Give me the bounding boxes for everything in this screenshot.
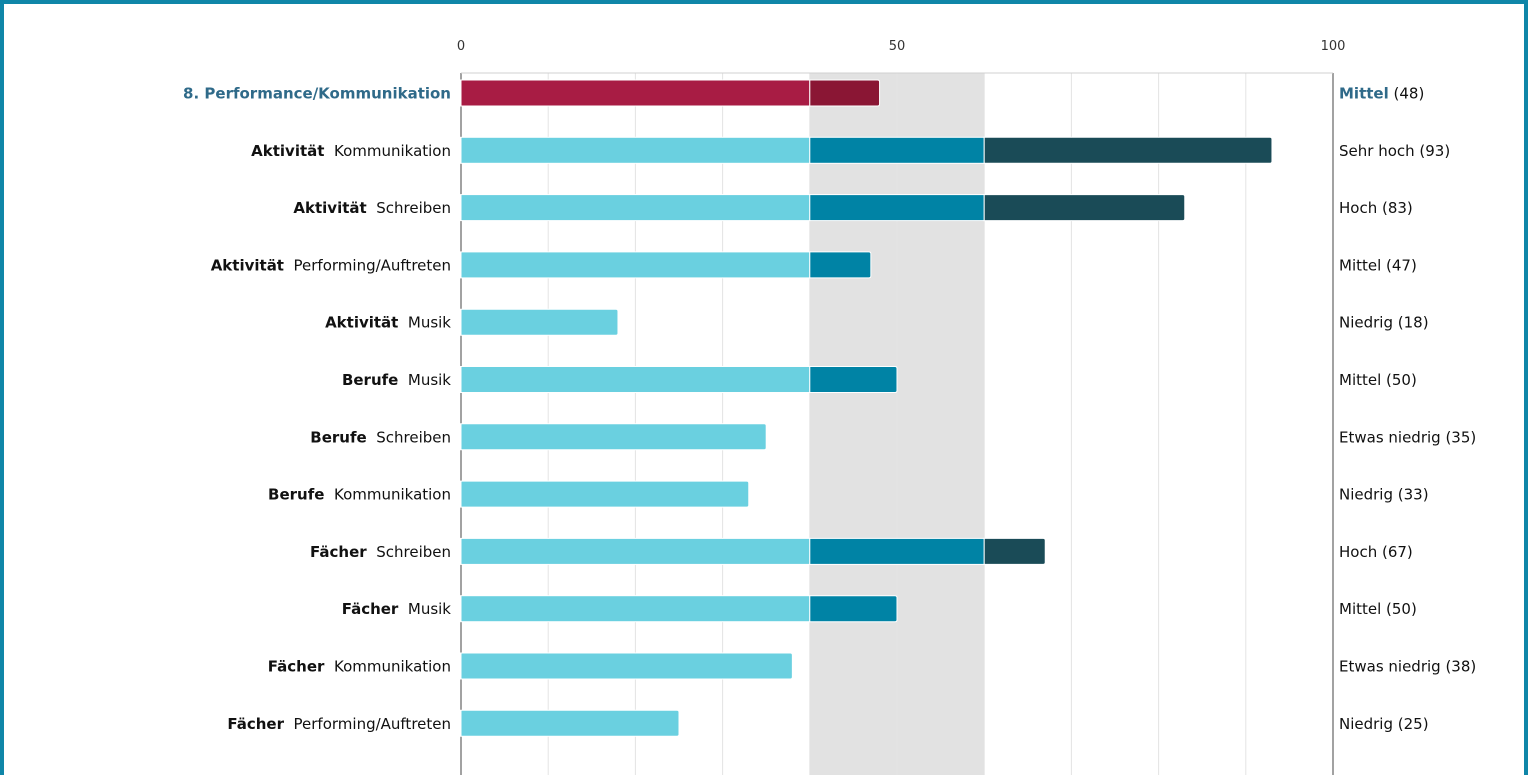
bar-segment-low: [460, 595, 811, 623]
bar-segment-mid: [809, 136, 985, 164]
bar-segment-low: [460, 251, 811, 279]
bar-segment-low: [460, 308, 619, 336]
bar-segment-mid: [809, 537, 985, 565]
section-title-label: 8. Performance/Kommunikation: [183, 85, 451, 103]
x-tick-label: 0: [457, 39, 465, 54]
row-label: Aktivität Musik: [325, 314, 451, 332]
row-label: Fächer Performing/Auftreten: [227, 715, 451, 733]
bar-segment-low: [460, 652, 793, 680]
row-label: Aktivität Performing/Auftreten: [211, 256, 451, 274]
value-label: Mittel (50): [1339, 600, 1417, 618]
bar-segment-low: [460, 194, 811, 222]
bar-segment-low: [460, 709, 680, 737]
row-label: Berufe Kommunikation: [268, 486, 451, 504]
bar-segment-mid: [809, 194, 985, 222]
bar-segment-low: [460, 136, 811, 164]
value-label: Sehr hoch (93): [1339, 142, 1450, 160]
bar-segment-low: [460, 480, 750, 508]
value-label: Etwas niedrig (38): [1339, 658, 1476, 676]
row-label: Aktivität Kommunikation: [251, 142, 451, 160]
value-label: Mittel (47): [1339, 256, 1417, 274]
bar-segment-low: [460, 423, 767, 451]
value-label: Mittel (50): [1339, 371, 1417, 389]
bar-segment-mid: [809, 251, 872, 279]
bar-segment-low: [460, 537, 811, 565]
value-label: Niedrig (18): [1339, 314, 1429, 332]
x-tick-label: 100: [1321, 39, 1346, 54]
bar-segment-high: [983, 136, 1273, 164]
value-label: Mittel (48): [1339, 85, 1424, 103]
row-label: Fächer Schreiben: [310, 543, 451, 561]
bar-segment-mid: [809, 595, 898, 623]
value-label: Etwas niedrig (35): [1339, 428, 1476, 446]
row-label: Fächer Musik: [342, 600, 452, 618]
value-label: Niedrig (33): [1339, 486, 1429, 504]
value-label: Niedrig (25): [1339, 715, 1429, 733]
row-label: Aktivität Schreiben: [293, 199, 451, 217]
bar-segment-low: [460, 79, 811, 107]
value-label: Hoch (83): [1339, 199, 1413, 217]
row-label: Fächer Kommunikation: [268, 658, 451, 676]
bar-segment-low: [460, 366, 811, 393]
value-label: Hoch (67): [1339, 543, 1413, 561]
x-tick-label: 50: [889, 39, 906, 54]
bar-segment-mid: [809, 366, 898, 393]
row-label: Berufe Musik: [342, 371, 451, 389]
row-label: Berufe Schreiben: [310, 428, 451, 446]
bar-segment-high: [983, 537, 1046, 565]
bar-segment-mid: [809, 79, 881, 107]
bar-segment-high: [983, 194, 1186, 222]
